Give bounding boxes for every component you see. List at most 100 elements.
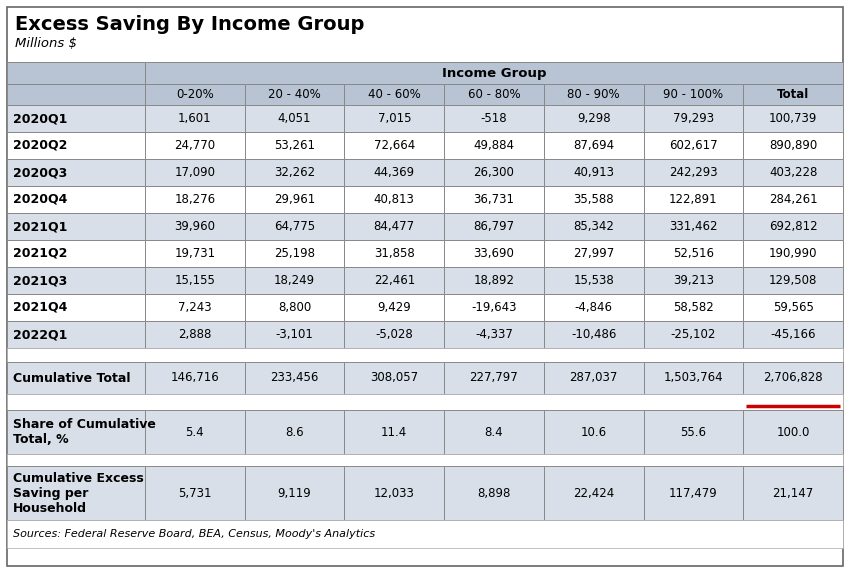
Text: Cumulative Excess
Saving per
Household: Cumulative Excess Saving per Household [13,472,144,515]
Bar [445,132,544,159]
Bar [7,321,145,348]
Text: 8,898: 8,898 [478,486,511,500]
Text: 40,813: 40,813 [374,193,415,206]
Text: -3,101: -3,101 [275,328,314,341]
Bar [145,362,245,394]
Bar [643,321,743,348]
Bar [743,132,843,159]
Bar [643,186,743,213]
Text: 31,858: 31,858 [374,247,415,260]
Bar [643,84,743,105]
Bar [245,240,344,267]
Bar [643,362,743,394]
Text: 87,694: 87,694 [573,139,615,152]
Bar [743,466,843,520]
Text: Income Group: Income Group [442,66,547,80]
Text: 11.4: 11.4 [381,426,407,438]
Text: 22,461: 22,461 [374,274,415,287]
Text: Sources: Federal Reserve Board, BEA, Census, Moody's Analytics: Sources: Federal Reserve Board, BEA, Cen… [13,529,375,539]
Bar [743,410,843,454]
Bar [544,240,643,267]
Text: 27,997: 27,997 [573,247,615,260]
Bar [743,240,843,267]
Bar [145,466,245,520]
Bar [344,132,445,159]
Bar [445,410,544,454]
Text: 79,293: 79,293 [673,112,714,125]
Text: 52,516: 52,516 [673,247,714,260]
Text: 2021Q4: 2021Q4 [13,301,67,314]
Bar [643,213,743,240]
Bar [544,213,643,240]
Bar [344,321,445,348]
Text: 9,429: 9,429 [377,301,411,314]
Bar [544,410,643,454]
Text: 2020Q3: 2020Q3 [13,166,67,179]
Bar [445,186,544,213]
Bar [643,159,743,186]
Bar [7,84,145,105]
Bar [445,159,544,186]
Text: 602,617: 602,617 [669,139,717,152]
Bar [445,267,544,294]
Bar [7,348,843,362]
Text: 2,706,828: 2,706,828 [763,371,823,384]
Bar [743,267,843,294]
Bar [544,362,643,394]
Text: 5,731: 5,731 [178,486,212,500]
Bar [245,105,344,132]
Text: 7,243: 7,243 [178,301,212,314]
Bar [544,267,643,294]
Bar [245,410,344,454]
Bar [7,294,145,321]
Text: -4,846: -4,846 [575,301,613,314]
Text: 227,797: 227,797 [469,371,518,384]
Text: 190,990: 190,990 [769,247,818,260]
Text: 24,770: 24,770 [174,139,215,152]
Text: 403,228: 403,228 [769,166,818,179]
Text: 692,812: 692,812 [769,220,818,233]
Bar [245,132,344,159]
Text: Cumulative Total: Cumulative Total [13,371,131,384]
Bar [7,466,145,520]
Bar [544,321,643,348]
Text: 80 - 90%: 80 - 90% [568,88,620,101]
Text: 233,456: 233,456 [270,371,319,384]
Text: 18,892: 18,892 [473,274,514,287]
Text: 308,057: 308,057 [371,371,418,384]
Text: 8.6: 8.6 [286,426,304,438]
Text: 2021Q2: 2021Q2 [13,247,67,260]
Text: 40,913: 40,913 [573,166,615,179]
Bar [643,240,743,267]
Text: 64,775: 64,775 [274,220,315,233]
Bar [245,159,344,186]
Bar [344,240,445,267]
Bar [344,186,445,213]
Text: 287,037: 287,037 [570,371,618,384]
Text: 9,298: 9,298 [577,112,610,125]
Bar [245,466,344,520]
Text: 35,588: 35,588 [574,193,614,206]
Bar [344,410,445,454]
Text: 7,015: 7,015 [377,112,411,125]
Text: 284,261: 284,261 [769,193,818,206]
Text: 2020Q2: 2020Q2 [13,139,67,152]
Bar [145,62,843,84]
Text: 117,479: 117,479 [669,486,717,500]
Text: 85,342: 85,342 [573,220,615,233]
Text: 8,800: 8,800 [278,301,311,314]
Bar [7,394,843,410]
Bar [544,294,643,321]
Bar [145,105,245,132]
Bar [245,321,344,348]
Bar [544,186,643,213]
Text: -19,643: -19,643 [471,301,517,314]
Text: 36,731: 36,731 [473,193,514,206]
Text: 146,716: 146,716 [171,371,219,384]
Bar [445,84,544,105]
Bar [145,410,245,454]
Text: 15,538: 15,538 [574,274,614,287]
Bar [145,213,245,240]
Text: 17,090: 17,090 [174,166,215,179]
Bar [643,267,743,294]
